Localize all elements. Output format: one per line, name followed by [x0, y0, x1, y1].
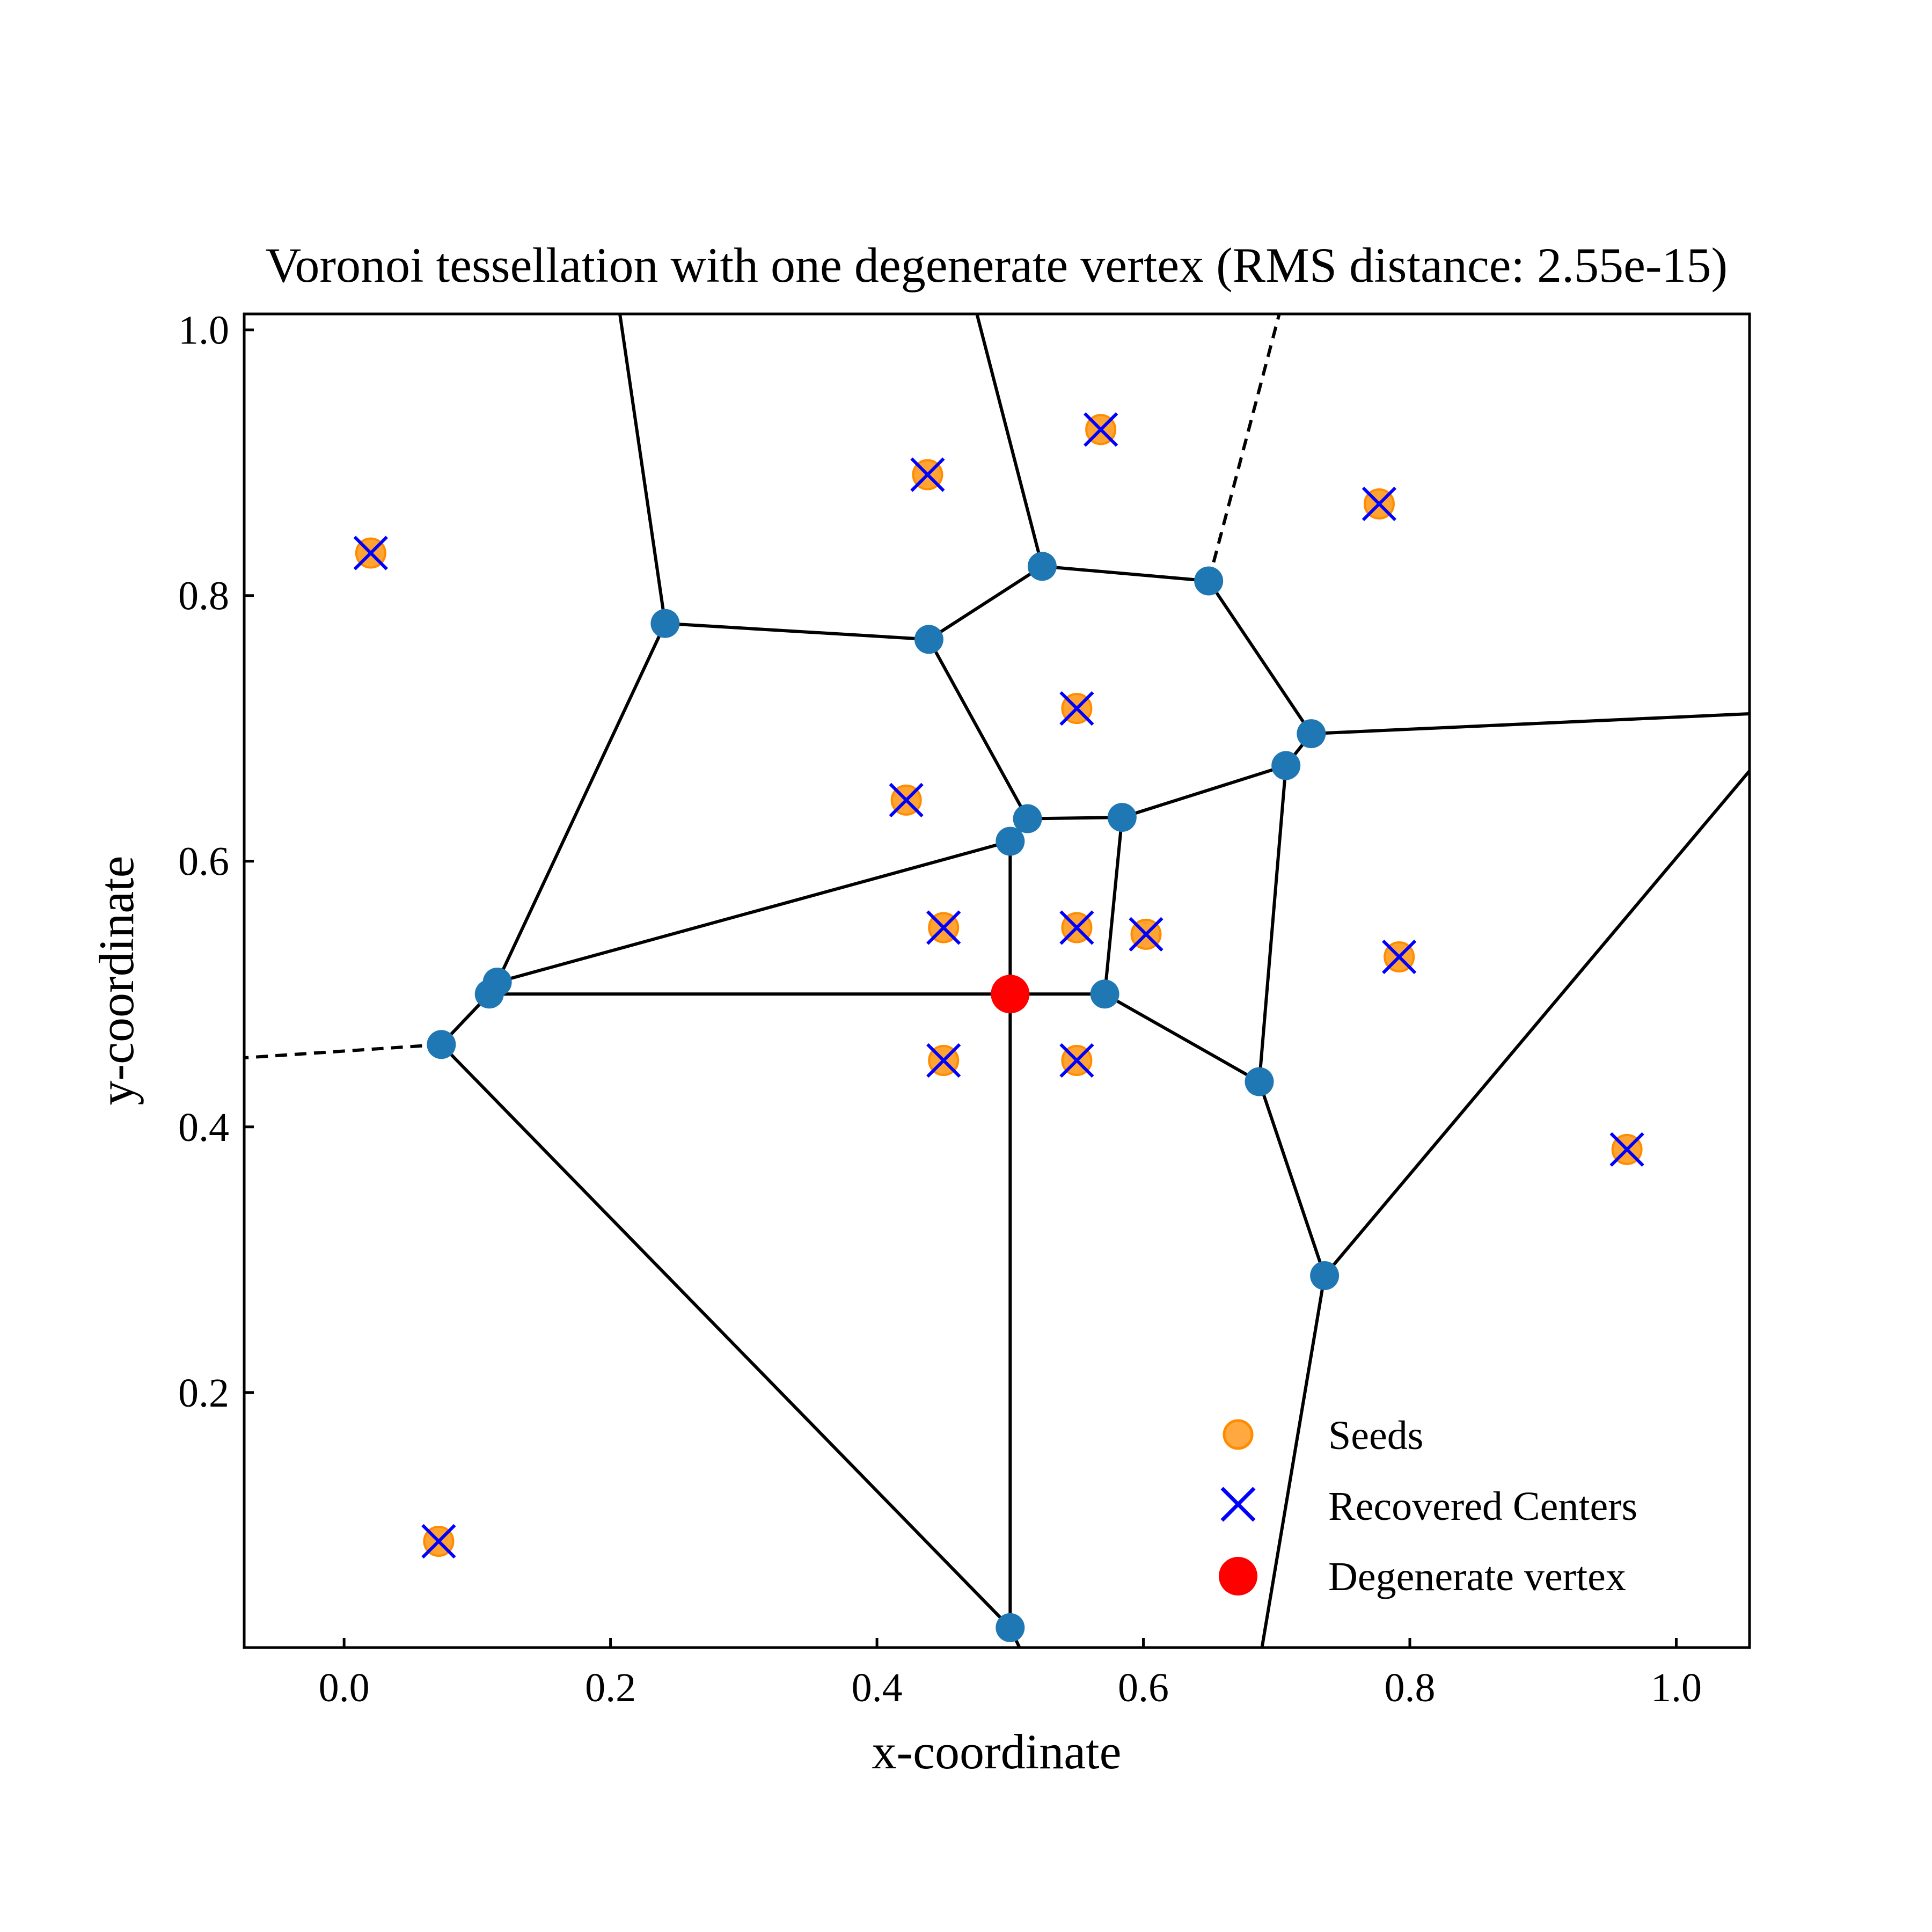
x-axis-label: x-coordinate: [872, 1724, 1122, 1779]
voronoi-edge: [618, 313, 667, 624]
voronoi-edge: [1207, 580, 1313, 735]
recovered-center: [1362, 486, 1397, 522]
voronoi-vertex: [427, 1030, 456, 1059]
degenerate-vertex: [991, 975, 1030, 1014]
degenerate-layer: [991, 975, 1030, 1014]
voronoi-edge: [495, 623, 667, 983]
voronoi-edge: [1260, 1275, 1327, 1648]
centers-layer: [353, 412, 1644, 1559]
x-axis-ticks: 0.0 0.2 0.4 0.6 0.8 1.0: [319, 1638, 1702, 1710]
voronoi-edge: [1323, 770, 1751, 1277]
voronoi-edge: [975, 313, 1044, 567]
voronoi-vertex: [1271, 751, 1301, 780]
y-tick-label: 0.6: [178, 839, 229, 884]
plot-area: [244, 313, 1751, 1649]
voronoi-edge: [1121, 764, 1287, 819]
voronoi-vertex: [996, 1613, 1025, 1642]
voronoi-vertex: [1027, 552, 1057, 581]
x-tick-label: 0.6: [1118, 1665, 1169, 1710]
legend-degenerate-label: Degenerate vertex: [1328, 1554, 1626, 1599]
legend-degenerate-marker: [1219, 1557, 1257, 1596]
voronoi-vertex: [1245, 1067, 1274, 1096]
voronoi-edge-dashed: [244, 1043, 442, 1060]
voronoi-vertex: [914, 625, 943, 654]
legend-seed-label: Seeds: [1328, 1413, 1423, 1458]
voronoi-edge: [1027, 816, 1122, 821]
voronoi-vertex: [1194, 566, 1224, 596]
recovered-center: [1382, 939, 1417, 975]
voronoi-edge: [927, 638, 1029, 819]
vertices-layer: [427, 552, 1340, 1642]
voronoi-vertex: [1013, 804, 1042, 833]
x-tick-label: 0.0: [319, 1665, 370, 1710]
voronoi-vertex: [1107, 803, 1137, 832]
voronoi-vertex: [1090, 979, 1119, 1009]
recovered-center: [353, 536, 388, 570]
voronoi-edge: [928, 565, 1043, 641]
recovered-center: [1059, 910, 1094, 945]
y-axis-ticks: 0.2 0.4 0.6 0.8 1.0: [178, 308, 254, 1416]
x-tick-label: 0.4: [852, 1665, 903, 1710]
recovered-center: [1609, 1132, 1644, 1167]
y-tick-label: 0.4: [178, 1105, 229, 1150]
y-tick-label: 0.8: [178, 574, 229, 619]
voronoi-vertex: [1297, 719, 1326, 749]
legend: Seeds Recovered Centers Degenerate verte…: [1219, 1413, 1637, 1599]
plot-frame: [243, 312, 1751, 1649]
recovered-center: [910, 457, 945, 492]
voronoi-edge: [1257, 1081, 1326, 1276]
recovered-center: [1059, 691, 1094, 726]
y-axis-label: y-coordinate: [89, 856, 144, 1106]
voronoi-edge: [1257, 765, 1288, 1082]
legend-center-label: Recovered Centers: [1328, 1484, 1637, 1529]
recovered-center: [889, 782, 924, 818]
y-tick-label: 1.0: [178, 308, 229, 353]
voronoi-vertex: [996, 826, 1025, 856]
x-tick-label: 1.0: [1651, 1665, 1702, 1710]
recovered-center: [1059, 1043, 1094, 1078]
recovered-center: [421, 1524, 456, 1559]
voronoi-edge: [440, 1043, 1012, 1629]
legend-seed-marker: [1223, 1419, 1254, 1450]
voronoi-edge: [1104, 992, 1260, 1084]
voronoi-vertex: [650, 609, 680, 638]
x-tick-label: 0.8: [1385, 1665, 1436, 1710]
voronoi-edge: [1042, 565, 1209, 583]
voronoi-edge: [1103, 817, 1124, 994]
chart-title: Voronoi tessellation with one degenerate…: [266, 238, 1728, 292]
recovered-center: [926, 1043, 961, 1078]
legend-center-marker: [1220, 1487, 1256, 1522]
voronoi-edge: [665, 621, 930, 641]
voronoi-edge-dashed: [1207, 313, 1281, 582]
recovered-center: [1129, 917, 1163, 952]
voronoi-edge: [1311, 712, 1750, 736]
voronoi-vertex: [1310, 1261, 1340, 1290]
voronoi-edge: [496, 839, 1011, 984]
x-tick-label: 0.2: [585, 1665, 636, 1710]
y-tick-label: 0.2: [178, 1371, 229, 1416]
voronoi-vertex: [474, 979, 504, 1009]
recovered-center: [926, 910, 961, 945]
recovered-center: [1083, 412, 1118, 447]
